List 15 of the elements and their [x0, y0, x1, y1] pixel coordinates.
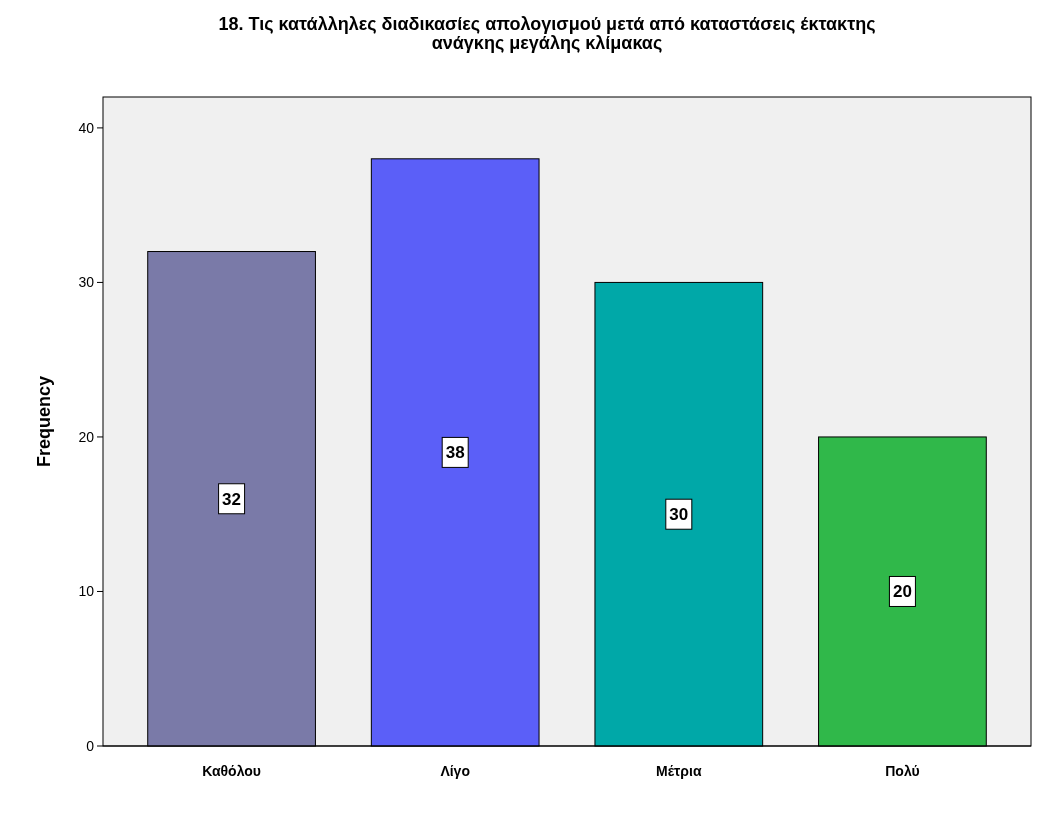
data-label: 30 [669, 505, 689, 525]
y-tick-label: 0 [86, 738, 95, 754]
x-tick-label: Καθόλου [202, 763, 261, 779]
x-tick-label: Μέτρια [656, 763, 702, 779]
y-tick-label: 40 [78, 119, 95, 136]
y-tick-label: 30 [78, 274, 95, 291]
y-tick-label: 10 [78, 583, 95, 600]
x-tick-label: Λίγο [440, 763, 470, 779]
x-tick-label: Πολύ [885, 763, 920, 779]
data-label: 32 [222, 489, 242, 509]
data-label: 20 [892, 582, 912, 602]
chart-title: 18. Τις κατάλληλες διαδικασίες απολογισμού μετά από καταστάσεις έκτακτης ανάγκης μεγάλης κλίμακας [218, 14, 876, 53]
data-label: 38 [445, 443, 465, 463]
y-tick-label: 20 [78, 428, 95, 445]
y-axis-title: Frequency [34, 375, 54, 468]
